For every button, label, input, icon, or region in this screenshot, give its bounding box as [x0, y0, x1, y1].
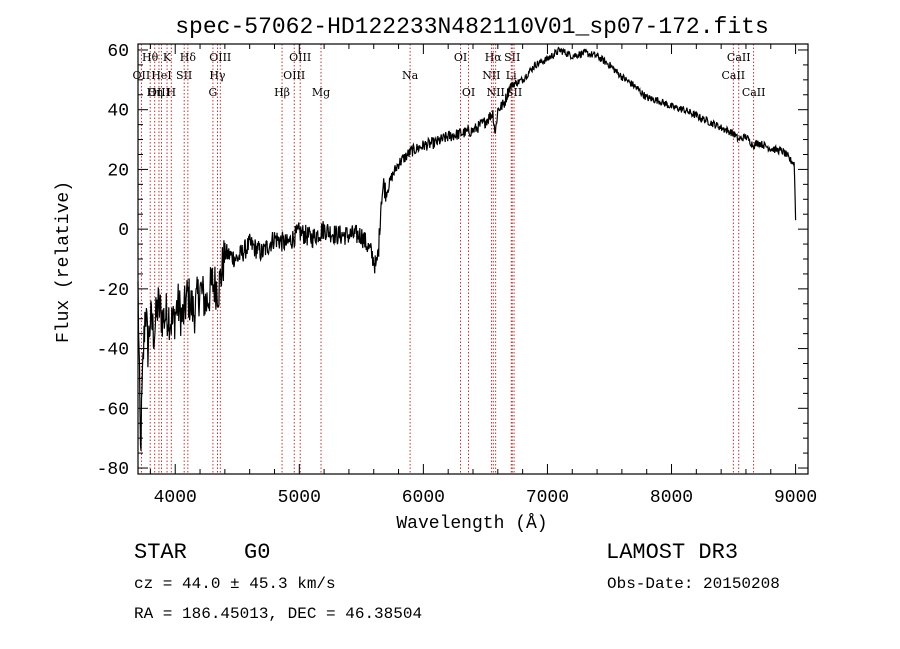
spectral-line-label: K: [163, 51, 172, 64]
object-subclass: G0: [244, 540, 271, 565]
spectral-line-label: OI: [462, 86, 475, 99]
spectral-line-label: OIII: [283, 69, 305, 82]
spectral-line-label: G: [209, 86, 218, 99]
y-tick-label: -40: [97, 341, 129, 361]
spectral-line-label: HeI: [151, 69, 171, 82]
spectral-line-label: Hα: [485, 51, 503, 64]
spectral-line-label: Hδ: [180, 51, 197, 64]
spectral-line-label: Na: [402, 69, 419, 82]
spectral-line-label: NII: [482, 69, 500, 82]
y-tick-label: -60: [97, 400, 129, 420]
spectral-line-label: OII: [132, 69, 150, 82]
spectral-line-label: CaII: [721, 69, 745, 82]
x-tick-label: 4000: [154, 488, 197, 508]
spectrum-series-line: [137, 46, 797, 451]
spectral-line-label: OIII: [148, 86, 170, 99]
x-tick-label: 7000: [526, 488, 569, 508]
spectral-line-label: OI: [454, 51, 467, 64]
redshift-velocity: cz = 44.0 ± 45.3 km/s: [134, 575, 336, 593]
y-tick-label: 60: [107, 42, 129, 62]
spectral-line-label: Hθ: [142, 51, 159, 64]
spectral-line-label: OIII: [209, 51, 231, 64]
y-axis-ticks: -80 -60 -40 -20 0 20 40 60: [97, 42, 808, 480]
spectral-line-label: NII: [487, 86, 505, 99]
survey-name: LAMOST DR3: [606, 540, 739, 565]
spectral-line-label: Li: [506, 69, 517, 82]
spectral-line-label: H: [166, 86, 176, 99]
x-tick-label: 9000: [774, 488, 817, 508]
spectral-line-label: Mg: [312, 86, 330, 99]
x-tick-label: 5000: [278, 488, 321, 508]
coordinates: RA = 186.45013, DEC = 46.38504: [134, 605, 423, 623]
x-axis-label: Wavelength (Å): [396, 513, 547, 534]
y-tick-label: 20: [107, 161, 129, 181]
chart-title: spec-57062-HD122233N482110V01_sp07-172.f…: [175, 14, 769, 40]
y-tick-label: -80: [97, 460, 129, 480]
spectral-line-label: CaII: [742, 86, 766, 99]
spectral-line-label: OIII: [289, 51, 311, 64]
x-tick-label: 8000: [650, 488, 693, 508]
x-axis-ticks: 4000 5000 6000 7000 8000 9000: [149, 44, 817, 508]
spectral-line-label: Hη: [147, 86, 163, 99]
spectral-line-label: SII: [504, 51, 520, 64]
object-class: STAR: [134, 540, 187, 565]
spectral-line-label: Hγ: [209, 69, 226, 82]
y-tick-label: 0: [118, 221, 129, 241]
y-tick-label: -20: [97, 281, 129, 301]
observation-date: Obs-Date: 20150208: [607, 575, 780, 593]
spectral-line-label: CaII: [727, 51, 751, 64]
y-tick-label: 40: [107, 102, 129, 122]
x-tick-label: 6000: [402, 488, 445, 508]
spectral-line-label: Hβ: [274, 86, 290, 99]
y-axis-label: Flux (relative): [54, 181, 74, 343]
spectral-line-label: SII: [176, 69, 192, 82]
